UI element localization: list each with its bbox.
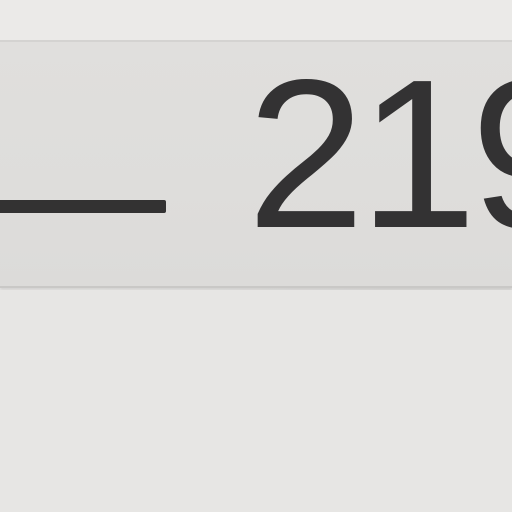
number-plate xyxy=(0,40,512,286)
dash-mark xyxy=(0,200,166,213)
upper-wall xyxy=(0,0,512,40)
plate-number: 219 xyxy=(247,35,512,272)
lower-wall xyxy=(0,290,512,512)
